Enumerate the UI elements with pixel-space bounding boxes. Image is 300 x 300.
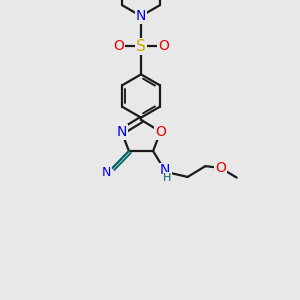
Text: O: O xyxy=(155,125,166,139)
Text: N: N xyxy=(160,164,170,178)
Text: O: O xyxy=(113,39,124,53)
Text: N: N xyxy=(136,9,146,23)
Text: O: O xyxy=(158,39,169,53)
Text: N: N xyxy=(102,167,112,179)
Text: H: H xyxy=(163,173,172,183)
Text: S: S xyxy=(136,39,146,54)
Text: N: N xyxy=(116,125,127,139)
Text: O: O xyxy=(215,161,226,175)
